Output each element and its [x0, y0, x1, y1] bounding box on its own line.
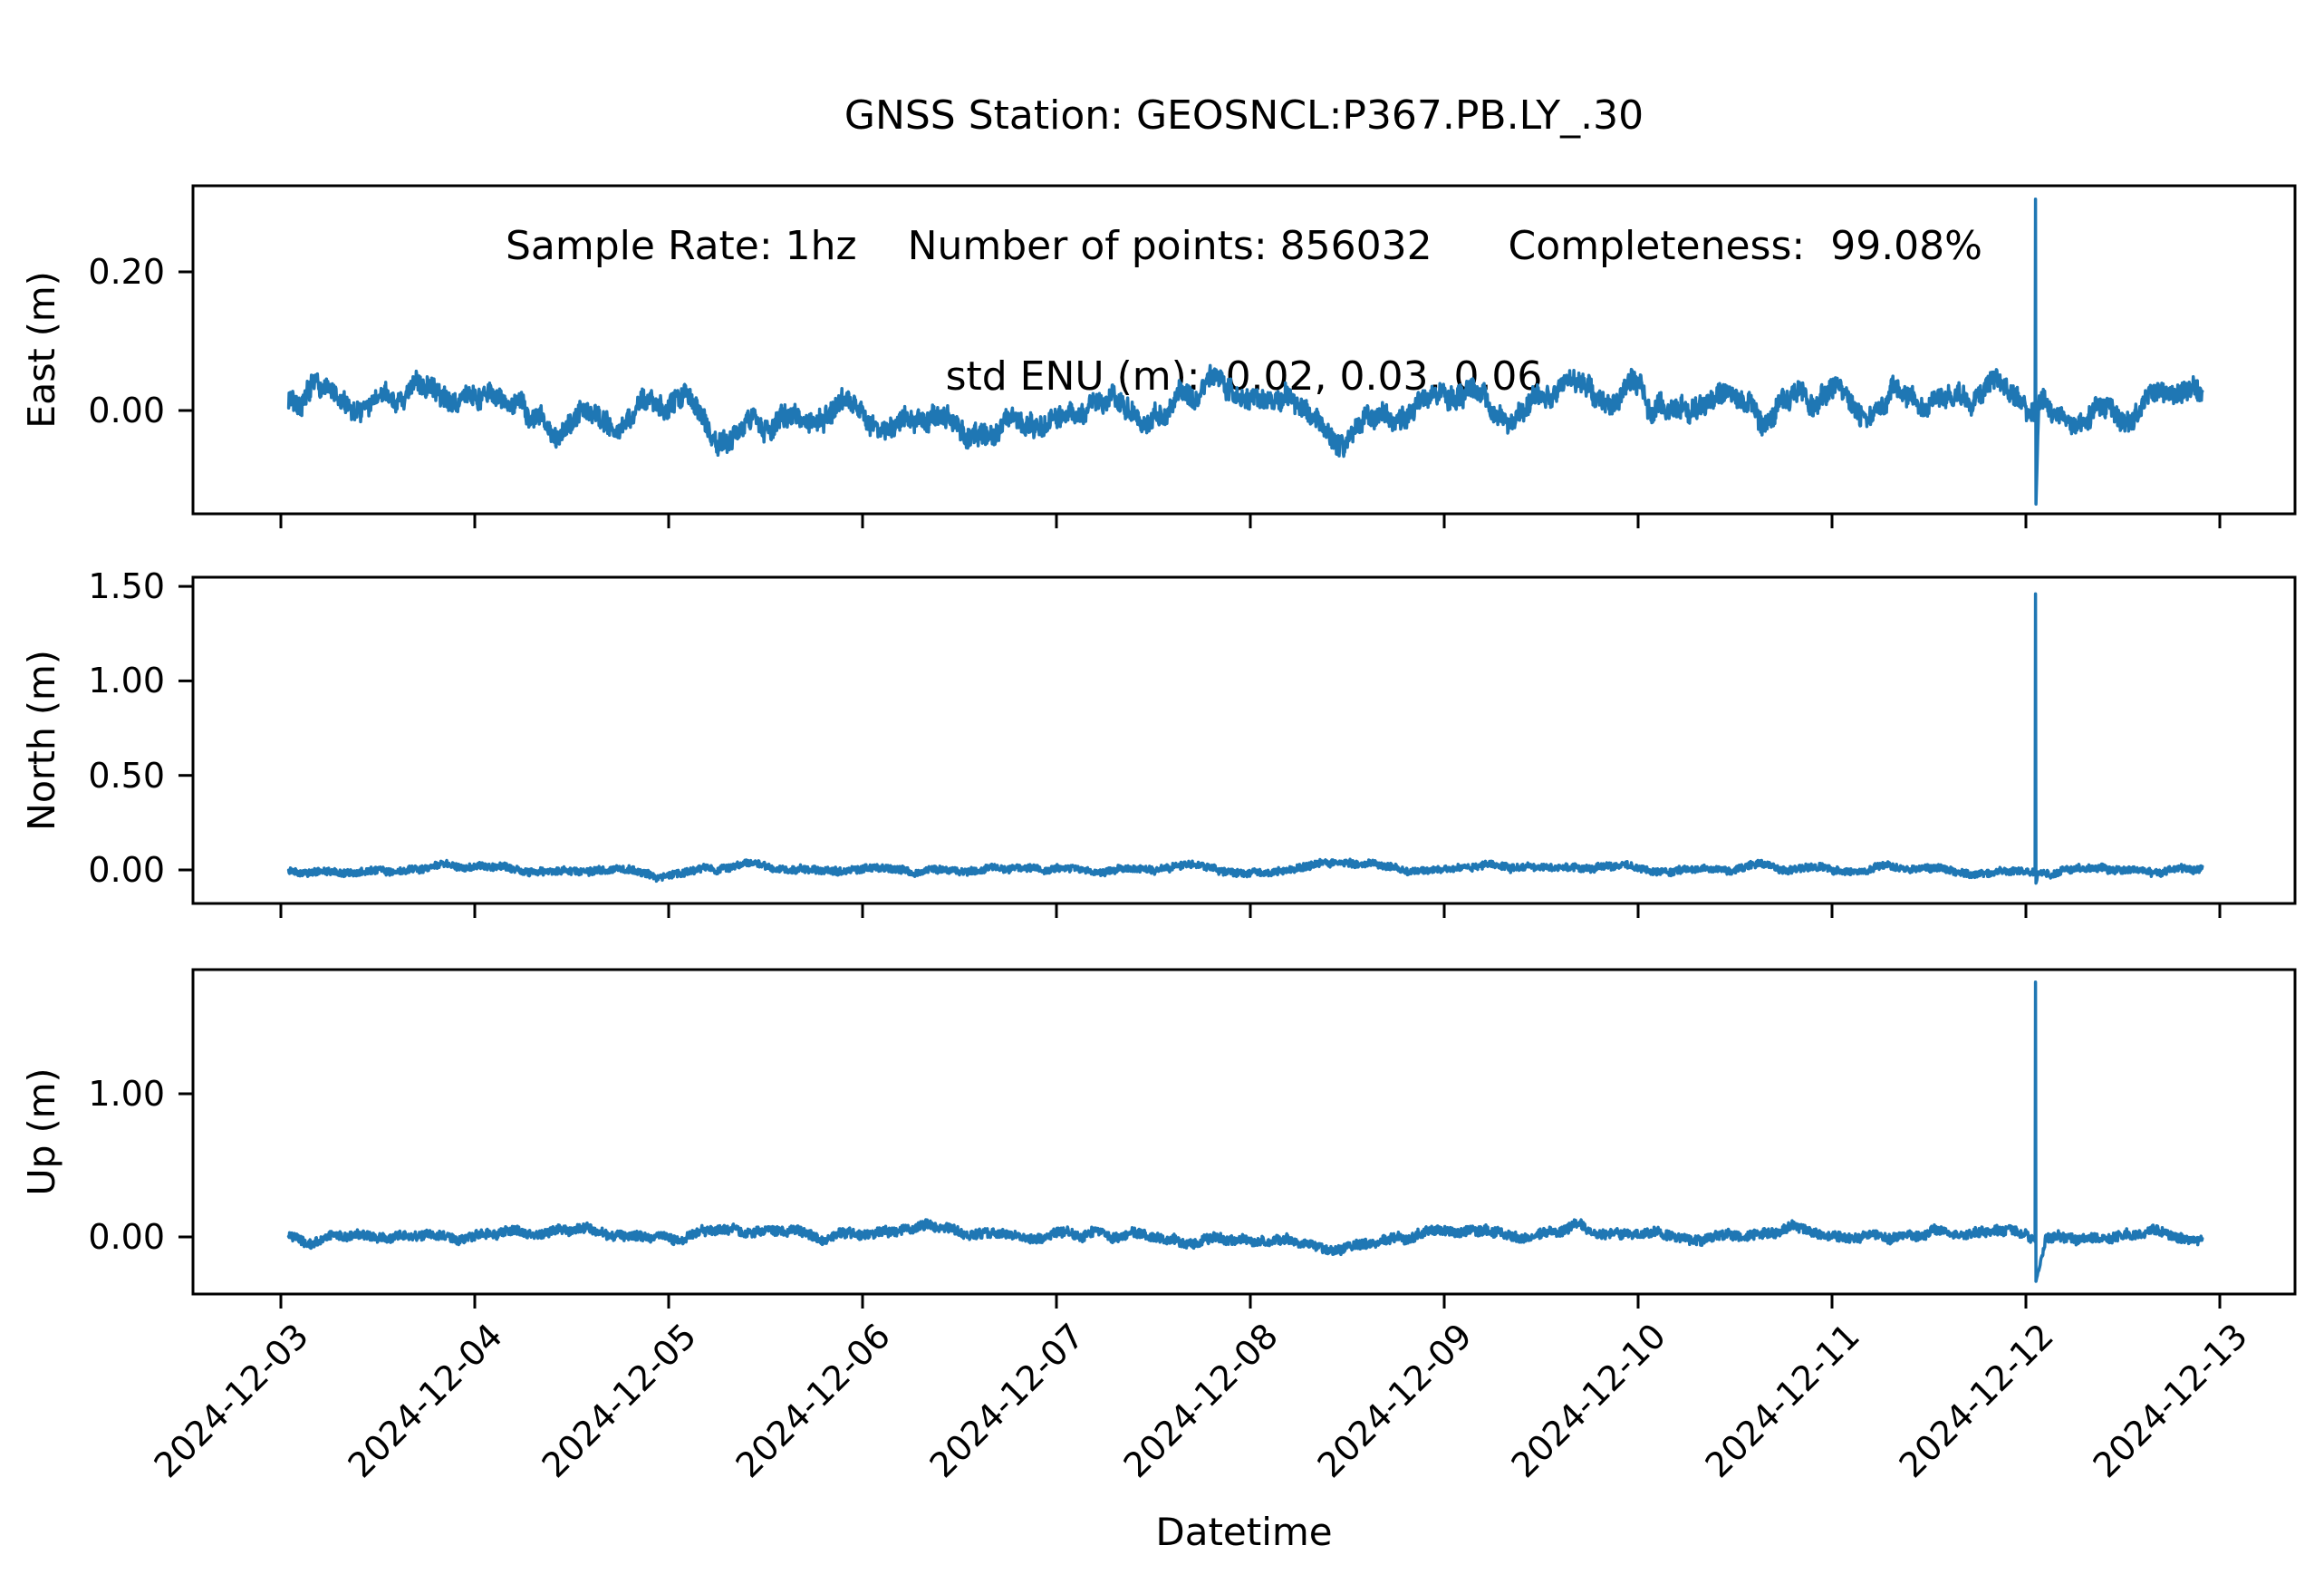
- x-axis-label: Datetime: [1155, 1510, 1333, 1554]
- figure-title-line1: GNSS Station: GEOSNCL:P367.PB.LY_.30: [844, 92, 1644, 139]
- north-axes-spine: [191, 575, 2297, 905]
- north-ytick-label: 1.00: [88, 661, 165, 701]
- figure-title-line2: Sample Rate: 1hz Number of points: 85603…: [506, 223, 1982, 269]
- up-plot: [178, 968, 2297, 1309]
- north-ytick-label: 0.00: [88, 850, 165, 890]
- north-ytick-label: 1.50: [88, 566, 165, 607]
- east-plot: [178, 184, 2297, 528]
- up-axes-spine: [191, 968, 2297, 1296]
- east-ytick-label: 0.00: [88, 391, 165, 430]
- north-plot: [178, 575, 2297, 918]
- north-ytick-label: 0.50: [88, 755, 165, 796]
- up-ytick-label: 1.00: [88, 1074, 165, 1114]
- figure-title: GNSS Station: GEOSNCL:P367.PB.LY_.30 Sam…: [193, 7, 2295, 486]
- up-ytick-label: 0.00: [88, 1217, 165, 1257]
- up-series-line: [286, 980, 2204, 1283]
- north-series-line: [286, 592, 2204, 885]
- east-series-line: [286, 197, 2204, 507]
- east-ytick-label: 0.20: [88, 252, 165, 292]
- east-axes-spine: [191, 184, 2297, 516]
